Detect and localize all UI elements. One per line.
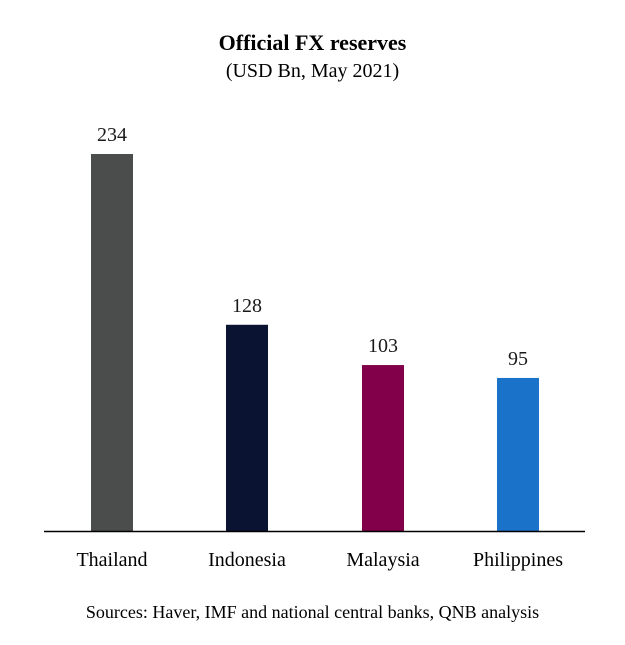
data-label-philippines: 95 xyxy=(508,348,528,370)
bar-chart: 234 Thailand 128 Indonesia 103 Malaysia 95 Phil… xyxy=(44,124,585,571)
category-label-indonesia: Indonesia xyxy=(208,549,286,571)
chart-title: Official FX reserves xyxy=(218,30,407,55)
data-label-malaysia: 103 xyxy=(368,335,398,357)
data-label-thailand: 234 xyxy=(97,124,127,146)
bar-malaysia xyxy=(362,365,404,531)
category-label-philippines: Philippines xyxy=(473,549,563,571)
chart-subtitle: (USD Bn, May 2021) xyxy=(225,60,400,82)
source-note: Sources: Haver, IMF and national central… xyxy=(85,602,540,622)
bar-indonesia xyxy=(226,324,268,531)
category-label-malaysia: Malaysia xyxy=(346,549,419,571)
data-label-indonesia: 128 xyxy=(232,295,262,317)
bar-thailand xyxy=(91,154,133,531)
bar-philippines xyxy=(497,377,539,531)
category-label-thailand: Thailand xyxy=(76,549,147,571)
